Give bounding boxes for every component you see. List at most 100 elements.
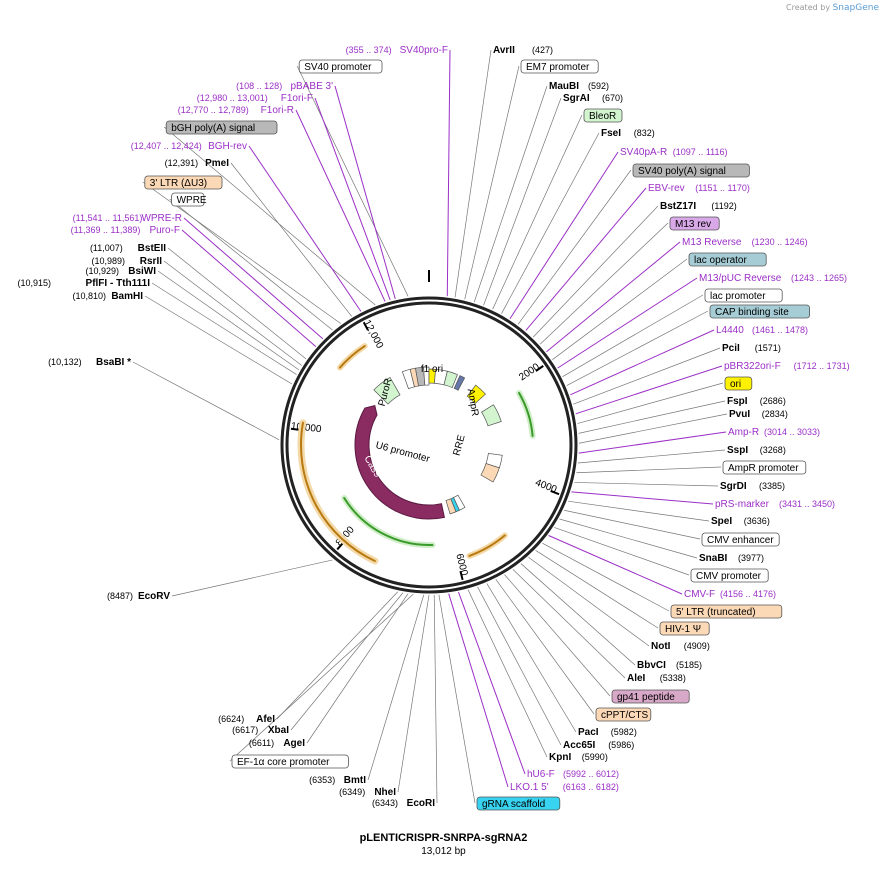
map-label-noti[interactable]: NotI (4909) — [651, 641, 710, 652]
map-label-avrii[interactable]: AvrII (427) — [493, 45, 553, 56]
map-label-em7-promoter[interactable]: EM7 promoter — [520, 59, 599, 74]
map-label-gp41-peptide[interactable]: gp41 peptide — [611, 689, 690, 704]
map-label-puro-f[interactable]: Puro-F (11,369 .. 11,389) — [71, 225, 180, 236]
map-label-ebv-rev[interactable]: EBV-rev (1151 .. 1170) — [648, 183, 750, 194]
leader-line — [295, 109, 386, 302]
primer-name: SV40pA-R — [620, 147, 667, 158]
primer-position: (108 .. 128) — [236, 81, 282, 91]
map-label-cap-binding-site[interactable]: CAP binding site — [709, 304, 810, 319]
map-label-xbai[interactable]: XbaI (6617) — [232, 725, 289, 736]
leader-line — [546, 241, 681, 353]
map-label-prs-marker[interactable]: pRS-marker (3431 .. 3450) — [715, 499, 835, 510]
map-label-m13-reverse[interactable]: M13 Reverse (1230 .. 1246) — [682, 237, 808, 248]
map-label-nhei[interactable]: NheI (6349) — [339, 787, 396, 798]
primer-position: (1461 .. 1478) — [752, 325, 808, 335]
map-label-spei[interactable]: SpeI (3636) — [711, 516, 770, 527]
map-label-ori[interactable]: ori — [724, 376, 753, 391]
map-label-hiv-1[interactable]: HIV-1 Ψ — [659, 621, 710, 636]
map-label-bgh-poly-a-signal[interactable]: bGH poly(A) signal — [165, 120, 278, 135]
map-label-f1ori-f[interactable]: F1ori-F (12,980 .. 13,001) — [197, 93, 313, 104]
enzyme-position: (3385) — [759, 481, 785, 491]
map-label-acc65i[interactable]: Acc65I (5986) — [563, 740, 634, 751]
leader-line — [517, 169, 632, 325]
snapgene-credit: Created by SnapGene — [786, 3, 879, 13]
feature-name: AmpR promoter — [728, 463, 799, 474]
map-label-cmv-f[interactable]: CMV-F (4156 .. 4176) — [684, 589, 776, 600]
map-label-sgrai[interactable]: SgrAI (670) — [563, 93, 623, 104]
map-label-rsrii[interactable]: RsrII (10,989) — [91, 256, 162, 267]
map-label-3-ltr-u3[interactable]: 3' LTR (ΔU3) — [144, 175, 223, 190]
leader-line — [525, 187, 647, 331]
leader-line — [566, 310, 709, 386]
backbone-outer — [280, 296, 578, 594]
map-label-lac-promoter[interactable]: lac promoter — [704, 288, 783, 303]
map-label-wpre-r[interactable]: WPRE-R(11,541 .. 11,561) — [73, 213, 182, 224]
map-label-hu6-f[interactable]: hU6-F (5992 .. 6012) — [527, 769, 619, 780]
enzyme-position: (5986) — [608, 740, 634, 750]
enzyme-name: NheI — [374, 787, 396, 798]
enzyme-name: PvuI — [729, 409, 750, 420]
map-label-bmti[interactable]: BmtI (6353) — [309, 775, 366, 786]
map-label-bamhi[interactable]: BamHI (10,810) — [72, 291, 143, 302]
map-label-wpre[interactable]: WPRE — [171, 192, 207, 207]
map-label-bsabi[interactable]: BsaBI * (10,132) — [48, 357, 131, 368]
map-label-5-ltr-truncated[interactable]: 5' LTR (truncated) — [670, 604, 783, 619]
primer-position: (1151 .. 1170) — [695, 183, 750, 193]
map-label-fspi[interactable]: FspI (2686) — [727, 396, 786, 407]
map-label-cppt-cts[interactable]: cPPT/CTS — [595, 707, 652, 722]
map-label-pvui[interactable]: PvuI (2834) — [729, 409, 788, 420]
map-label-afei[interactable]: AfeI (6624) — [218, 714, 275, 725]
map-label-paci[interactable]: PacI (5982) — [578, 727, 637, 738]
seg-cppt — [445, 498, 457, 515]
map-label-pbr322ori-f[interactable]: pBR322ori-F (1712 .. 1731) — [724, 361, 850, 372]
map-label-cmv-promoter[interactable]: CMV promoter — [690, 568, 769, 583]
feature-box — [611, 689, 690, 704]
map-label-lac-operator[interactable]: lac operator — [688, 252, 767, 267]
map-label-m13-rev[interactable]: M13 rev — [669, 216, 720, 231]
map-label-pmei[interactable]: PmeI (12,391) — [165, 158, 230, 169]
map-label-ef-1-core-promoter[interactable]: EF-1α core promoter — [231, 754, 349, 769]
map-label-ampr-promoter[interactable]: AmpR promoter — [722, 460, 807, 475]
green-arc-halo-right — [516, 390, 536, 439]
map-label-amp-r[interactable]: Amp-R (3014 .. 3033) — [728, 427, 820, 438]
map-label-bgh-rev[interactable]: BGH-rev (12,407 .. 12,424) — [131, 141, 247, 152]
map-label-lko-1-5[interactable]: LKO.1 5' (6163 .. 6182) — [510, 782, 619, 793]
map-label-pbabe-3[interactable]: pBABE 3' (108 .. 128) — [236, 81, 333, 92]
map-label-bleor[interactable]: BleoR — [583, 108, 623, 123]
map-label-ecorv[interactable]: EcoRV (8487) — [107, 591, 170, 602]
enzyme-position: (3977) — [738, 553, 764, 563]
map-label-bsteii[interactable]: BstEII (11,007) — [90, 243, 166, 254]
map-label-alei[interactable]: AleI (5338) — [627, 673, 686, 684]
map-label-sv40-poly-a-signal[interactable]: SV40 poly(A) signal — [632, 163, 750, 178]
map-label-ecori[interactable]: EcoRI (6343) — [372, 798, 435, 809]
snapgene-brand: SnapGene — [832, 3, 879, 13]
map-label-m13-puc-reverse[interactable]: M13/pUC Reverse (1243 .. 1265) — [699, 273, 847, 284]
map-label-l4440[interactable]: L4440 (1461 .. 1478) — [716, 325, 808, 336]
map-label-bstz17i[interactable]: BstZ17I (1192) — [660, 201, 737, 212]
map-label-cmv-enhancer[interactable]: CMV enhancer — [701, 532, 780, 547]
map-label-sspi[interactable]: SspI (3268) — [727, 445, 786, 456]
enzyme-name: BamHI — [111, 291, 143, 302]
map-label-pcii[interactable]: PciI (1571) — [722, 343, 781, 354]
map-label-snabi[interactable]: SnaBI (3977) — [699, 553, 764, 564]
map-label-maubi[interactable]: MauBI (592) — [549, 81, 609, 92]
map-label-sv40pa-r[interactable]: SV40pA-R (1097 .. 1116) — [620, 147, 728, 158]
map-label-f1ori-r[interactable]: F1ori-R (12,770 .. 12,789) — [178, 105, 294, 116]
feature-box — [704, 288, 783, 303]
map-label-grna-scaffold[interactable]: gRNA scaffold — [476, 796, 561, 811]
map-label-sv40-promoter[interactable]: SV40 promoter — [298, 59, 383, 74]
map-label-kpni[interactable]: KpnI (5990) — [549, 752, 608, 763]
map-label-sgrdi[interactable]: SgrDI (3385) — [720, 481, 785, 492]
enzyme-position: (2686) — [760, 396, 786, 406]
primer-position: (1097 .. 1116) — [673, 147, 728, 157]
primer-name: CMV-F — [684, 589, 715, 600]
enzyme-name: EcoRI — [407, 798, 436, 809]
map-label-pflfi-tth111i[interactable]: PflFI - Tth111I (10,915) — [17, 278, 150, 289]
map-label-fsei[interactable]: FseI (832) — [601, 128, 655, 139]
primer-name: Puro-F — [149, 225, 180, 236]
feature-box — [520, 59, 599, 74]
map-label-bsiwi[interactable]: BsiWI (10,929) — [85, 266, 156, 277]
map-label-bbvci[interactable]: BbvCI (5185) — [637, 660, 702, 671]
map-label-agei[interactable]: AgeI (6611) — [249, 738, 305, 749]
map-label-sv40pro-f[interactable]: SV40pro-F (355 .. 374) — [346, 45, 448, 56]
